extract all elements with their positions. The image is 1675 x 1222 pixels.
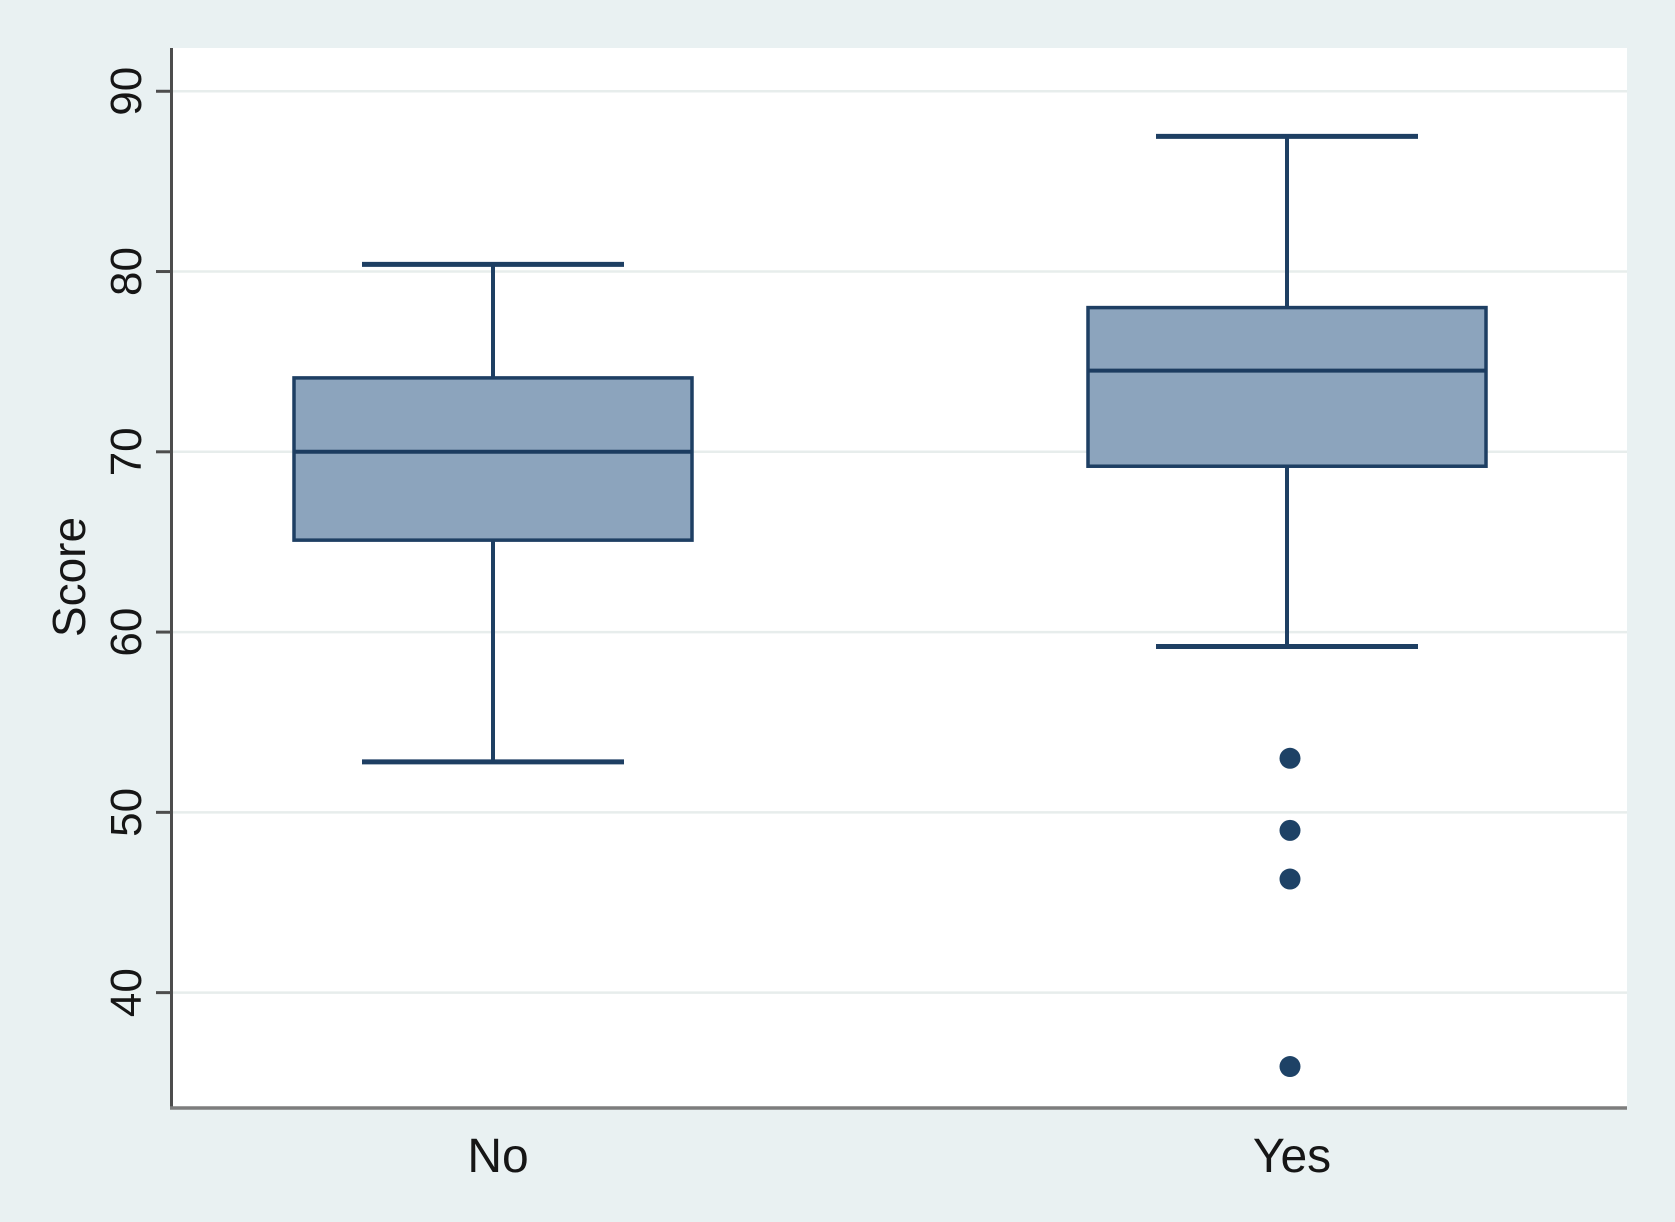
outlier-dot-yes-1 <box>1279 819 1301 841</box>
box-yes <box>1086 305 1488 468</box>
box-no <box>292 376 694 542</box>
outlier-dot-yes-0 <box>1279 747 1301 769</box>
outlier-dot-yes-2 <box>1279 868 1301 890</box>
y-tick-label-70: 70 <box>102 427 151 476</box>
y-axis-title: Score <box>43 517 95 637</box>
category-label-no: No <box>467 1130 528 1183</box>
y-tick-label-40: 40 <box>102 968 151 1017</box>
y-tick-label-50: 50 <box>102 788 151 837</box>
y-tick-label-90: 90 <box>102 67 151 116</box>
y-tick-label-80: 80 <box>102 247 151 296</box>
y-tick-label-60: 60 <box>102 608 151 657</box>
plot-area <box>170 48 1627 1108</box>
category-label-yes: Yes <box>1253 1130 1331 1183</box>
outlier-dot-yes-3 <box>1279 1056 1301 1078</box>
